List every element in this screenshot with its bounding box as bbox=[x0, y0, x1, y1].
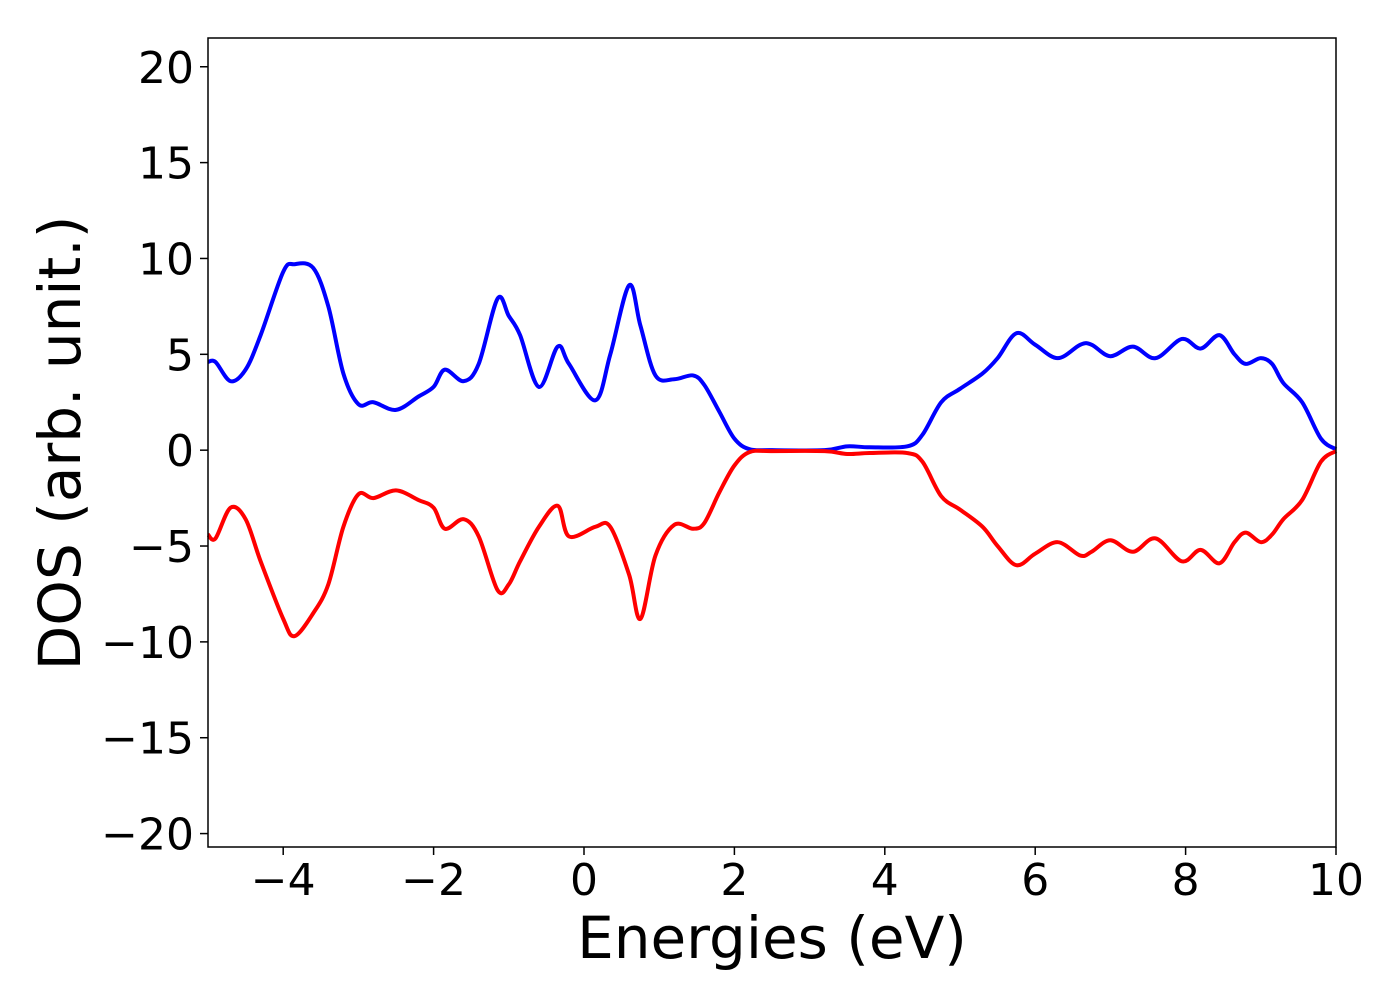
y-tick-label: −15 bbox=[101, 714, 194, 765]
x-tick-label: −2 bbox=[401, 855, 466, 906]
y-tick-label: −20 bbox=[101, 810, 194, 861]
y-tick-label: 20 bbox=[138, 43, 194, 94]
y-tick-label: 5 bbox=[166, 330, 194, 381]
y-tick-label: 15 bbox=[138, 139, 194, 190]
x-tick-label: 2 bbox=[720, 855, 748, 906]
y-tick-label: 0 bbox=[166, 426, 194, 477]
x-tick-label: 4 bbox=[871, 855, 899, 906]
series-line bbox=[206, 448, 1338, 639]
y-axis-label: DOS (arb. unit.) bbox=[26, 216, 94, 671]
x-tick-label: −4 bbox=[251, 855, 316, 906]
x-axis-label: Energies (eV) bbox=[577, 904, 967, 972]
x-tick-label: 10 bbox=[1308, 855, 1364, 906]
x-tick-label: 0 bbox=[570, 855, 598, 906]
y-tick-label: −10 bbox=[101, 618, 194, 669]
x-tick-label: 8 bbox=[1172, 855, 1200, 906]
plot-frame bbox=[207, 37, 1337, 848]
y-tick-label: −5 bbox=[129, 522, 194, 573]
series-line bbox=[207, 261, 1338, 453]
x-tick-label: 6 bbox=[1021, 855, 1049, 906]
y-tick-label: 10 bbox=[138, 234, 194, 285]
